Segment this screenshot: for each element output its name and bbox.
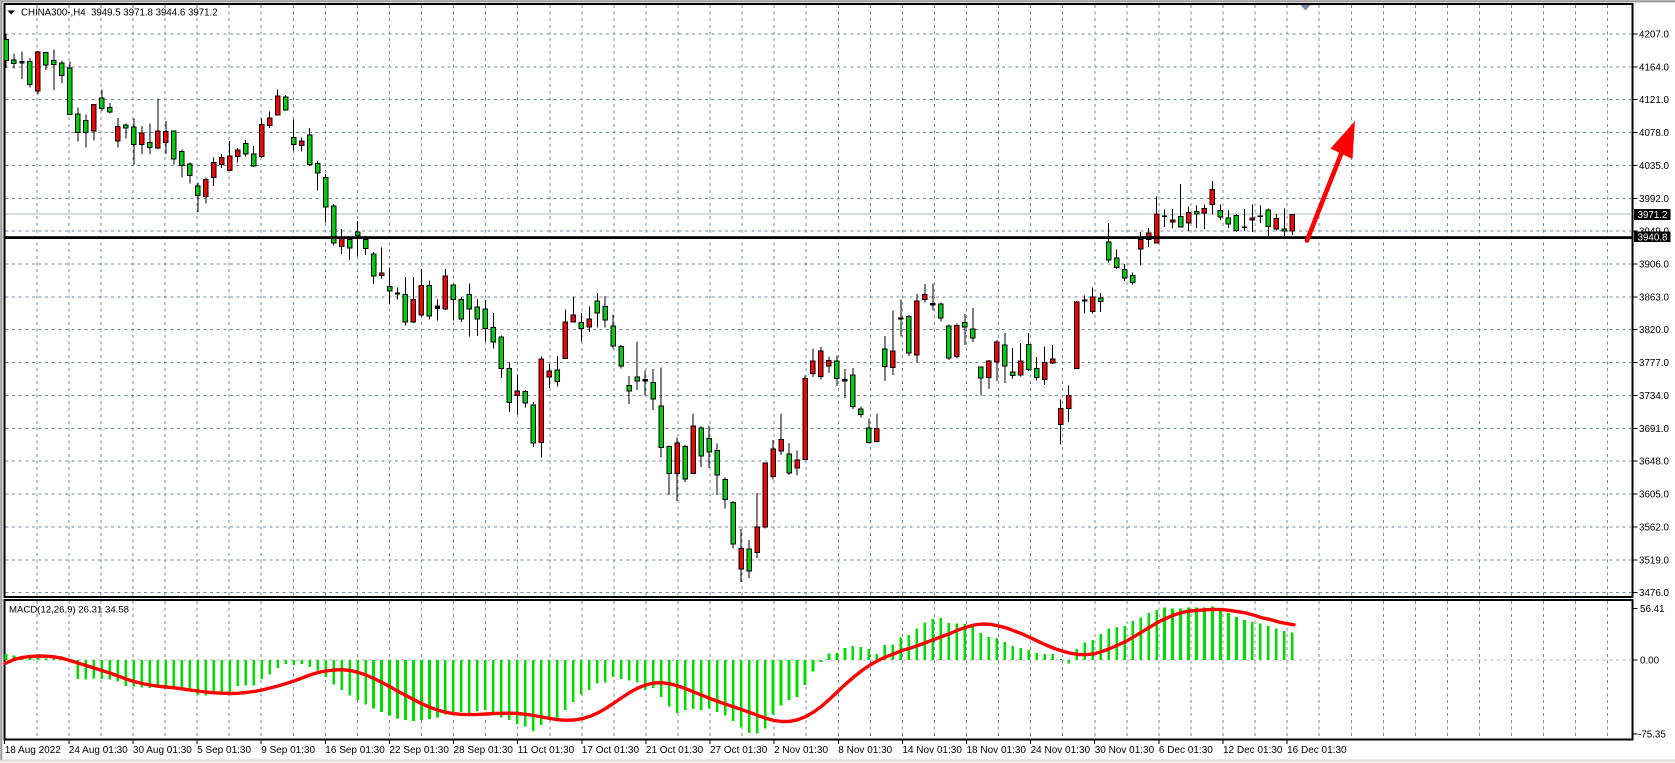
svg-text:2 Nov 01:30: 2 Nov 01:30	[774, 745, 828, 756]
svg-text:24 Nov 01:30: 24 Nov 01:30	[1031, 745, 1091, 756]
svg-text:3940.8: 3940.8	[1638, 232, 1669, 243]
svg-text:0.00: 0.00	[1640, 655, 1660, 666]
svg-text:3777.0: 3777.0	[1639, 358, 1670, 369]
svg-text:9 Sep 01:30: 9 Sep 01:30	[261, 745, 315, 756]
svg-text:56.41: 56.41	[1640, 604, 1665, 615]
svg-text:16 Dec 01:30: 16 Dec 01:30	[1287, 745, 1347, 756]
svg-text:4035.0: 4035.0	[1639, 161, 1670, 172]
svg-text:-75.35: -75.35	[1638, 730, 1666, 741]
svg-text:11 Oct 01:30: 11 Oct 01:30	[518, 745, 575, 756]
svg-text:8 Nov 01:30: 8 Nov 01:30	[838, 745, 892, 756]
svg-text:3648.0: 3648.0	[1639, 457, 1670, 468]
svg-text:3476.0: 3476.0	[1639, 588, 1670, 599]
svg-text:12 Dec 01:30: 12 Dec 01:30	[1223, 745, 1283, 756]
svg-text:CHINA300-,H4 3949.5 3971.8 39: CHINA300-,H4 3949.5 3971.8 3944.6 3971.2	[21, 8, 218, 19]
svg-text:3863.0: 3863.0	[1639, 292, 1670, 303]
svg-text:17 Oct 01:30: 17 Oct 01:30	[582, 745, 640, 756]
svg-text:18 Aug 2022: 18 Aug 2022	[5, 745, 62, 756]
svg-text:3820.0: 3820.0	[1639, 325, 1670, 336]
svg-text:3992.0: 3992.0	[1639, 194, 1670, 205]
svg-text:6 Dec 01:30: 6 Dec 01:30	[1159, 745, 1213, 756]
svg-text:27 Oct 01:30: 27 Oct 01:30	[710, 745, 768, 756]
svg-text:3605.0: 3605.0	[1639, 490, 1670, 501]
svg-text:18 Nov 01:30: 18 Nov 01:30	[967, 745, 1027, 756]
svg-text:4207.0: 4207.0	[1639, 30, 1670, 41]
svg-text:4164.0: 4164.0	[1639, 62, 1670, 73]
svg-text:30 Nov 01:30: 30 Nov 01:30	[1095, 745, 1155, 756]
svg-text:MACD(12,26,9) 26.31 34.58: MACD(12,26,9) 26.31 34.58	[9, 605, 129, 616]
svg-text:24 Aug 01:30: 24 Aug 01:30	[69, 745, 128, 756]
svg-text:4121.0: 4121.0	[1639, 95, 1670, 106]
svg-text:3906.0: 3906.0	[1639, 260, 1670, 271]
svg-text:4078.0: 4078.0	[1639, 128, 1670, 139]
svg-text:22 Sep 01:30: 22 Sep 01:30	[389, 745, 449, 756]
svg-text:3562.0: 3562.0	[1639, 522, 1670, 533]
svg-text:28 Sep 01:30: 28 Sep 01:30	[454, 745, 514, 756]
svg-text:3691.0: 3691.0	[1639, 424, 1670, 435]
svg-text:14 Nov 01:30: 14 Nov 01:30	[902, 745, 962, 756]
svg-text:3971.2: 3971.2	[1638, 210, 1668, 221]
svg-text:5 Sep 01:30: 5 Sep 01:30	[197, 745, 251, 756]
svg-text:3734.0: 3734.0	[1639, 391, 1670, 402]
svg-text:3519.0: 3519.0	[1639, 555, 1670, 566]
svg-text:30 Aug 01:30: 30 Aug 01:30	[133, 745, 192, 756]
svg-text:21 Oct 01:30: 21 Oct 01:30	[646, 745, 704, 756]
svg-text:16 Sep 01:30: 16 Sep 01:30	[325, 745, 385, 756]
